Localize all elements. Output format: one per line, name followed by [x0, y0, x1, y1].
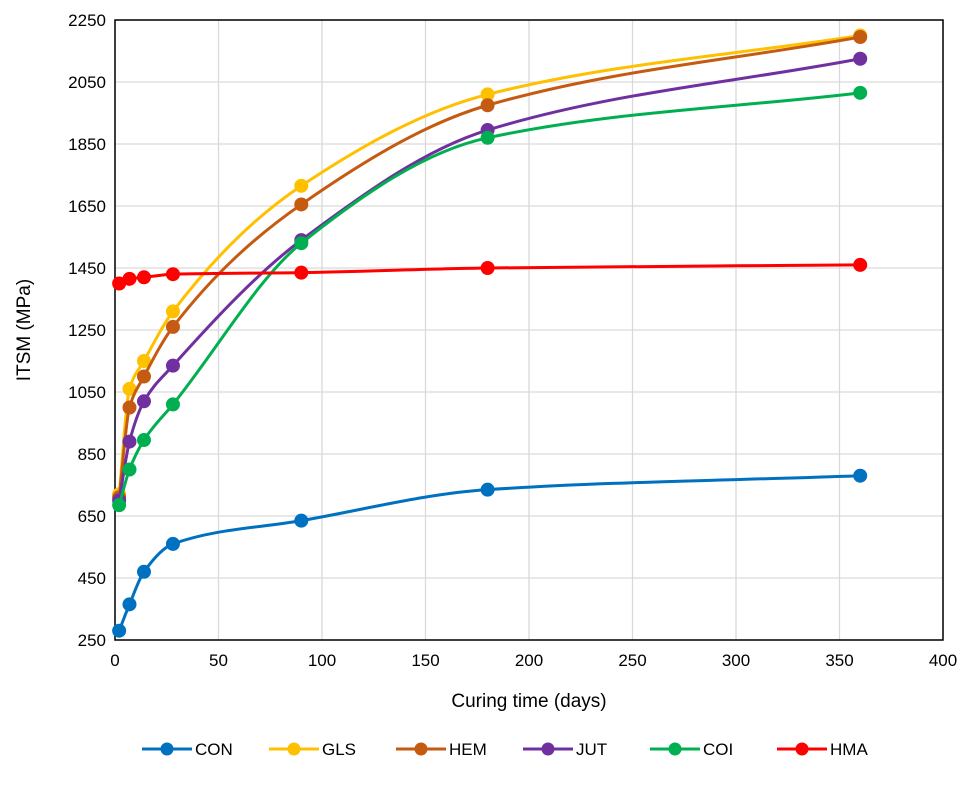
data-point-jut	[122, 434, 137, 449]
data-point-gls	[136, 354, 151, 368]
legend: CON GLS HEM JUT COI HMA	[142, 740, 868, 759]
y-tick-label: 1450	[68, 259, 106, 278]
legend-marker-jut	[541, 742, 555, 756]
legend-marker-con	[160, 742, 174, 756]
x-tick-label: 400	[929, 651, 957, 670]
data-point-con	[165, 536, 180, 551]
data-point-hma	[294, 265, 309, 280]
data-point-hma	[480, 261, 495, 275]
y-tick-label: 650	[78, 507, 106, 526]
axes	[114, 19, 944, 641]
legend-item-gls: GLS	[269, 740, 356, 759]
series-jut	[112, 51, 868, 508]
y-tick-label: 1050	[68, 383, 106, 402]
data-point-hma	[136, 270, 151, 285]
x-tick-label: 100	[308, 651, 336, 670]
data-point-hem	[122, 400, 137, 415]
legend-item-hma: HMA	[777, 740, 868, 759]
data-point-gls	[294, 178, 309, 193]
x-tick-label: 50	[209, 651, 228, 670]
x-tick-label: 200	[515, 651, 543, 670]
data-point-hma	[165, 267, 180, 282]
legend-label-hma: HMA	[830, 740, 868, 759]
data-point-gls	[165, 304, 180, 319]
x-tick-label: 350	[825, 651, 853, 670]
data-point-hem	[480, 98, 495, 113]
y-tick-label: 1250	[68, 321, 106, 340]
data-point-jut	[136, 394, 151, 409]
series-line-hem	[117, 35, 862, 499]
y-tick-label: 2250	[68, 11, 106, 30]
tick-labels: 250 450 650 850 1050 1250 1450 1650 1850 2050 2250…	[68, 11, 957, 670]
legend-label-coi: COI	[703, 740, 733, 759]
data-point-jut	[853, 51, 868, 66]
legend-label-hem: HEM	[449, 740, 487, 759]
data-point-hem	[294, 197, 309, 212]
y-tick-label: 1650	[68, 197, 106, 216]
x-tick-label: 250	[618, 651, 646, 670]
x-tick-label: 0	[110, 651, 119, 670]
legend-marker-gls	[287, 742, 301, 756]
legend-item-con: CON	[142, 740, 233, 759]
data-point-hem	[165, 319, 180, 334]
data-point-con	[112, 623, 127, 638]
series-line-con	[117, 474, 862, 633]
series-con	[112, 468, 868, 638]
data-point-con	[853, 468, 868, 483]
legend-item-hem: HEM	[396, 740, 487, 759]
series-line-jut	[117, 57, 862, 502]
legend-marker-hem	[414, 742, 428, 756]
data-point-coi	[480, 130, 495, 145]
x-tick-label: 150	[411, 651, 439, 670]
series-hma	[112, 257, 868, 291]
data-point-con	[122, 597, 137, 612]
data-point-hma	[853, 257, 868, 272]
legend-marker-coi	[668, 742, 682, 756]
gridlines	[114, 19, 944, 641]
data-point-coi	[112, 498, 127, 513]
y-tick-label: 1850	[68, 135, 106, 154]
series-coi	[112, 85, 868, 513]
data-point-coi	[853, 85, 868, 100]
y-tick-label: 450	[78, 569, 106, 588]
data-point-con	[136, 564, 151, 579]
y-tick-label: 2050	[68, 73, 106, 92]
legend-label-con: CON	[195, 740, 233, 759]
data-point-con	[294, 513, 309, 528]
y-axis-title: ITSM (MPa)	[14, 279, 35, 381]
legend-item-coi: COI	[650, 740, 733, 759]
legend-item-jut: JUT	[523, 740, 607, 759]
data-point-coi	[165, 397, 180, 412]
legend-label-gls: GLS	[322, 740, 356, 759]
x-axis-title: Curing time (days)	[451, 691, 606, 712]
series-line-coi	[117, 91, 862, 507]
legend-marker-hma	[795, 742, 809, 756]
series-lines	[112, 28, 868, 638]
plot-border	[114, 19, 944, 641]
data-point-coi	[294, 236, 309, 251]
y-tick-label: 850	[78, 445, 106, 464]
y-tick-label: 250	[78, 631, 106, 650]
data-point-coi	[136, 433, 151, 448]
data-point-hma	[122, 271, 137, 286]
data-point-hem	[136, 369, 151, 384]
x-tick-label: 300	[722, 651, 750, 670]
data-point-con	[480, 482, 495, 497]
data-point-jut	[165, 358, 180, 373]
legend-label-jut: JUT	[576, 740, 607, 759]
data-point-coi	[122, 462, 137, 477]
data-point-hem	[853, 30, 868, 45]
